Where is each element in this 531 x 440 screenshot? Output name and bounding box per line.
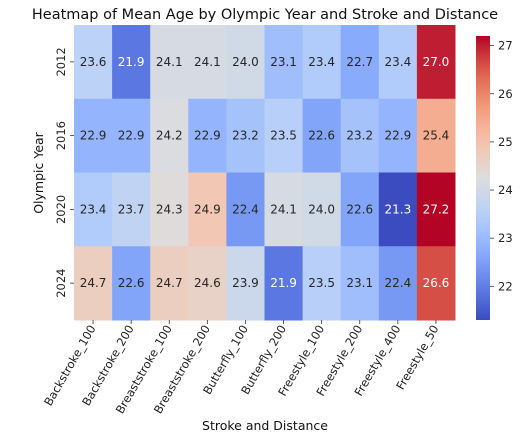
chart-title: Heatmap of Mean Age by Olympic Year and … (32, 7, 498, 23)
heatmap-cell (340, 246, 380, 321)
cell-value-label: 22.9 (118, 129, 145, 143)
cell-value-label: 23.2 (346, 129, 373, 143)
heatmap-cell (74, 246, 113, 321)
colorbar-tick-label: 24 (498, 183, 513, 197)
cell-value-label: 22.7 (346, 55, 373, 69)
cell-value-label: 25.4 (423, 129, 450, 143)
heatmap-cell (150, 25, 189, 100)
cell-value-label: 22.4 (384, 276, 411, 290)
heatmap-cell (226, 25, 265, 100)
cell-value-label: 24.7 (80, 276, 107, 290)
cell-value-label: 22.9 (194, 129, 221, 143)
cell-value-label: 24.1 (194, 55, 221, 69)
colorbar-tick-label: 22 (498, 279, 513, 293)
colorbar (476, 36, 490, 320)
cell-value-label: 23.5 (270, 129, 297, 143)
cell-value-label: 21.9 (270, 276, 297, 290)
cell-value-label: 23.4 (308, 55, 335, 69)
cell-value-label: 24.6 (194, 276, 221, 290)
heatmap-cell (302, 246, 342, 321)
heatmap-cell (150, 172, 189, 247)
heatmap-cell (112, 172, 151, 247)
heatmap-cell (74, 172, 113, 247)
colorbar-tick-label: 26 (498, 87, 513, 101)
heatmap-cell (264, 246, 304, 321)
heatmap-cell (264, 98, 304, 173)
cell-value-label: 23.5 (308, 276, 335, 290)
heatmap-cell (112, 246, 151, 321)
y-axis-ticks: 2012 2016 2020 2024 (54, 47, 74, 298)
y-tick-label: 2024 (54, 268, 68, 297)
cell-value-label: 24.1 (270, 202, 297, 216)
heatmap-cell (226, 172, 265, 247)
heatmap-cell (378, 246, 418, 321)
heatmap-cell (188, 98, 227, 173)
heatmap-cell (112, 25, 151, 100)
cell-value-label: 24.9 (194, 202, 221, 216)
heatmap-cell (416, 98, 456, 173)
heatmap-cell (74, 98, 113, 173)
cell-value-label: 23.4 (80, 202, 107, 216)
heatmap-cell (226, 246, 265, 321)
colorbar-tick-label: 23 (498, 231, 513, 245)
heatmap-cell (340, 25, 380, 100)
heatmap-cell (302, 25, 342, 100)
colorbar-ticks: 22 23 24 25 26 27 (490, 39, 513, 293)
cell-value-label: 22.9 (384, 129, 411, 143)
heatmap-cell (112, 98, 151, 173)
cell-value-label: 23.4 (384, 55, 411, 69)
cell-value-label: 21.3 (384, 202, 411, 216)
x-axis-ticks: Backstroke_100Backstroke_200Breaststroke… (41, 320, 442, 416)
heatmap-cell (416, 172, 456, 247)
cell-value-label: 21.9 (118, 55, 145, 69)
heatmap-cell (416, 246, 456, 321)
colorbar-tick-label: 25 (498, 135, 513, 149)
heatmap-cell (188, 246, 227, 321)
heatmap-cell (378, 98, 418, 173)
heatmap-cell (302, 172, 342, 247)
heatmap-cell (74, 25, 113, 100)
cell-value-label: 24.3 (156, 202, 183, 216)
heatmap-cells: 23.6 21.9 24.1 24.1 24.0 23.1 23.4 22.7 23.4 27.0… (74, 25, 456, 321)
cell-value-label: 22.4 (232, 202, 259, 216)
cell-value-label: 23.6 (80, 55, 107, 69)
y-tick-label: 2012 (54, 47, 68, 76)
heatmap-cell (264, 172, 304, 247)
heatmap-cell (188, 172, 227, 247)
colorbar-tick-label: 27 (498, 39, 513, 53)
y-axis-label: Olympic Year (31, 131, 46, 213)
cell-value-label: 23.9 (232, 276, 259, 290)
cell-value-label: 23.7 (118, 202, 145, 216)
cell-value-label: 24.7 (156, 276, 183, 290)
heatmap-cell (378, 172, 418, 247)
heatmap-cell (302, 98, 342, 173)
heatmap-cell (378, 25, 418, 100)
cell-value-label: 23.2 (232, 129, 259, 143)
heatmap-cell (150, 98, 189, 173)
heatmap-cell (416, 25, 456, 100)
cell-value-label: 24.1 (156, 55, 183, 69)
cell-value-label: 24.0 (308, 202, 335, 216)
cell-value-label: 26.6 (423, 276, 450, 290)
cell-value-label: 22.9 (80, 129, 107, 143)
heatmap-cell (340, 172, 380, 247)
cell-value-label: 27.0 (423, 55, 450, 69)
y-tick-label: 2020 (54, 195, 68, 224)
heatmap-cell (226, 98, 265, 173)
cell-value-label: 22.6 (118, 276, 145, 290)
cell-value-label: 23.1 (346, 276, 373, 290)
heatmap-cell (150, 246, 189, 321)
heatmap-cell (188, 25, 227, 100)
x-axis-label: Stroke and Distance (202, 418, 328, 433)
heatmap-cell (264, 25, 304, 100)
y-tick-label: 2016 (54, 121, 68, 150)
cell-value-label: 27.2 (423, 202, 450, 216)
cell-value-label: 22.6 (346, 202, 373, 216)
cell-value-label: 23.1 (270, 55, 297, 69)
cell-value-label: 22.6 (308, 129, 335, 143)
cell-value-label: 24.0 (232, 55, 259, 69)
cell-value-label: 24.2 (156, 129, 183, 143)
heatmap-cell (340, 98, 380, 173)
